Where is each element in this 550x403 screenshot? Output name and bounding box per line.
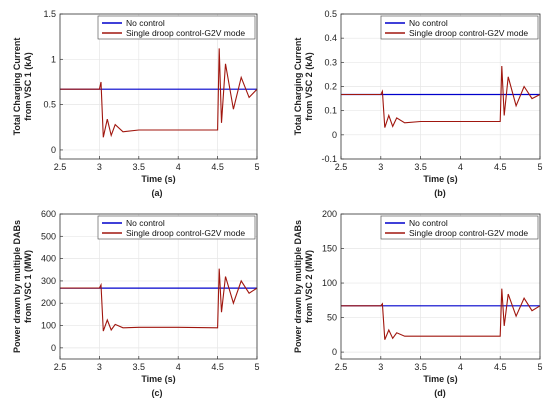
x-tick-label: 3: [97, 362, 102, 372]
y-tick-label: 0: [51, 343, 56, 353]
x-tick-label: 4.5: [211, 362, 224, 372]
y-tick-label: 300: [41, 276, 56, 286]
x-tick-label: 4.5: [211, 162, 224, 172]
y-tick-label: 0.5: [324, 9, 337, 19]
legend-entry-1: No control: [409, 18, 448, 28]
x-tick-label: 5: [537, 162, 542, 172]
x-axis-label: Time (s): [141, 174, 175, 184]
y-tick-label: 500: [41, 231, 56, 241]
x-tick-label: 2.5: [335, 362, 348, 372]
panel-caption: (a): [152, 188, 163, 198]
series-line-2: [341, 288, 541, 340]
legend-entry-2: Single droop control-G2V mode: [126, 228, 245, 238]
legend-entry-2: Single droop control-G2V mode: [409, 228, 528, 238]
series-line-2: [341, 65, 541, 128]
panel-caption: (d): [434, 388, 446, 398]
x-tick-label: 3: [97, 162, 102, 172]
y-tick-label: 0: [332, 347, 337, 357]
x-tick-label: 4.5: [494, 162, 507, 172]
x-tick-label: 3: [378, 162, 383, 172]
y-tick-label: 0.2: [324, 82, 337, 92]
legend-entry-2: Single droop control-G2V mode: [126, 28, 245, 38]
x-tick-label: 2.5: [54, 362, 67, 372]
panel-caption: (b): [434, 188, 446, 198]
legend-entry-1: No control: [126, 18, 165, 28]
x-tick-label: 3: [378, 362, 383, 372]
y-tick-label: 400: [41, 254, 56, 264]
y-axis-label: from VSC 2 (MW): [304, 250, 314, 323]
y-tick-label: 0: [332, 130, 337, 140]
y-tick-label: 0.4: [324, 33, 337, 43]
legend-box: [97, 215, 256, 240]
y-tick-label: 1: [51, 54, 56, 64]
x-tick-label: 4: [176, 162, 181, 172]
y-tick-label: 0.5: [43, 100, 56, 110]
x-tick-label: 5: [254, 162, 259, 172]
y-tick-label: 0.1: [324, 106, 337, 116]
y-axis-label: Power drawn by multiple DABs: [12, 220, 22, 353]
x-tick-label: 4: [458, 362, 463, 372]
y-axis-label: from VSC 1 (kA): [23, 52, 33, 121]
chart-panel-3: 2.5 3 3.5 4 4.5 5 0 100 200 300 400 500 600 Time (s) P…: [12, 209, 260, 398]
axes-box: [59, 13, 258, 160]
x-tick-label: 3.5: [414, 162, 427, 172]
y-tick-label: 0: [51, 145, 56, 155]
y-tick-label: 100: [322, 278, 337, 288]
chart-panel-2: 2.5 3 3.5 4 4.5 5 -0.1 0 0.1 0.2 0.3 0.4 0.5 Time (s)…: [293, 9, 543, 198]
x-tick-label: 3.5: [133, 162, 146, 172]
panel-caption: (c): [152, 388, 163, 398]
y-tick-label: -0.1: [321, 154, 337, 164]
y-tick-label: 50: [327, 313, 337, 323]
y-axis-label: from VSC 1 (MW): [23, 250, 33, 323]
x-tick-label: 4: [176, 362, 181, 372]
x-tick-label: 5: [254, 362, 259, 372]
y-axis-label: Total Charging Current: [12, 38, 22, 136]
y-tick-label: 600: [41, 209, 56, 219]
y-tick-label: 150: [322, 244, 337, 254]
y-tick-label: 200: [322, 209, 337, 219]
x-axis-label: Time (s): [141, 374, 175, 384]
x-tick-label: 5: [537, 362, 542, 372]
x-axis-label: Time (s): [423, 374, 457, 384]
x-tick-label: 2.5: [335, 162, 348, 172]
x-axis-label: Time (s): [423, 174, 457, 184]
legend-entry-1: No control: [409, 218, 448, 228]
axes-box: [340, 213, 541, 360]
legend-box: [97, 15, 256, 40]
legend-box: [380, 215, 539, 240]
legend-entry-1: No control: [126, 218, 165, 228]
y-tick-label: 200: [41, 298, 56, 308]
x-tick-label: 4: [458, 162, 463, 172]
axes-box: [59, 213, 258, 360]
y-tick-label: 0.3: [324, 57, 337, 67]
x-tick-label: 2.5: [54, 162, 67, 172]
legend-box: [380, 15, 539, 40]
y-tick-label: 1.5: [43, 9, 56, 19]
y-axis-label: from VSC 2 (kA): [304, 52, 314, 121]
series-line-2: [60, 268, 258, 332]
y-axis-label: Total Charging Current: [293, 38, 303, 136]
legend-entry-2: Single droop control-G2V mode: [409, 28, 528, 38]
x-tick-label: 3.5: [414, 362, 427, 372]
y-axis-label: Power drawn by multiple DABs: [293, 220, 303, 353]
y-tick-label: 100: [41, 321, 56, 331]
x-tick-label: 4.5: [494, 362, 507, 372]
chart-panel-1: 2.5 3 3.5 4 4.5 5 0 0.5 1 1.5 Time (s) Total Chargi…: [12, 9, 260, 198]
x-tick-label: 3.5: [133, 362, 146, 372]
series-line-2: [60, 48, 258, 138]
